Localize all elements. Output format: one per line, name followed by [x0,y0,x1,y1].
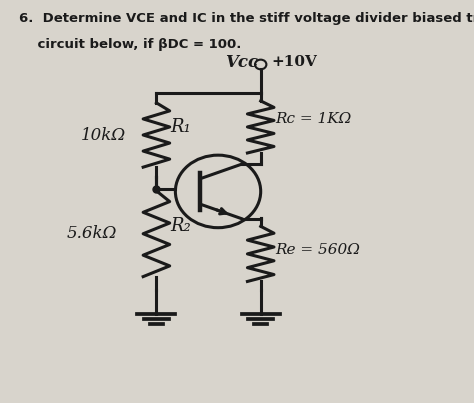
Text: 10kΩ: 10kΩ [81,127,126,143]
Text: 6.  Determine VCE and IC in the stiff voltage divider biased transistor: 6. Determine VCE and IC in the stiff vol… [19,12,474,25]
Text: 5.6kΩ: 5.6kΩ [66,225,117,242]
Text: circuit below, if βDC = 100.: circuit below, if βDC = 100. [19,38,241,51]
Text: R₁: R₁ [171,118,191,136]
Text: +10V: +10V [271,56,317,69]
Text: R₂: R₂ [171,217,191,235]
Text: Vcc: Vcc [225,54,258,71]
Text: Rc = 1KΩ: Rc = 1KΩ [275,112,351,126]
Text: Re = 560Ω: Re = 560Ω [275,243,360,257]
